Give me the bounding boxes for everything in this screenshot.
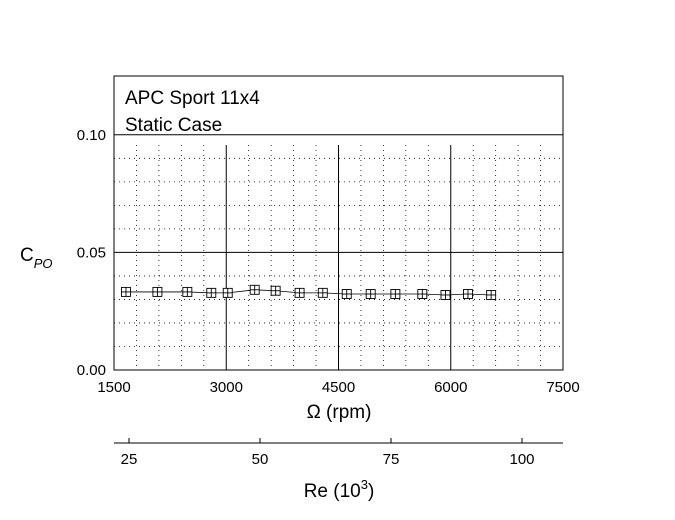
y-tick-label: 0.05 (77, 244, 106, 261)
x-tick-label: 1500 (97, 379, 130, 396)
data-point-marker (417, 289, 428, 299)
data-point-marker (249, 284, 260, 295)
data-point-marker (365, 289, 376, 299)
secondary-tick-label: 25 (121, 451, 138, 468)
chart-title-line-1: APC Sport 11x4 (125, 88, 260, 109)
data-point-marker (182, 286, 193, 297)
plot-frame (113, 75, 564, 371)
secondary-tick-label: 75 (383, 451, 400, 468)
data-point-marker (152, 286, 163, 297)
major-grid (114, 134, 563, 370)
secondary-tick-label: 100 (509, 451, 534, 468)
data-point-marker (206, 287, 217, 298)
secondary-tick-label: 50 (252, 451, 269, 468)
data-point-marker (341, 289, 352, 299)
x-tick-label: 7500 (546, 379, 579, 396)
data-series (121, 284, 497, 300)
y-axis-label: CPO (20, 245, 53, 271)
data-point-marker (121, 286, 131, 297)
data-point-marker (270, 285, 281, 296)
y-tick-label: 0.10 (77, 127, 106, 144)
data-point-marker (486, 290, 497, 300)
secondary-axis-label-sup: 3 (361, 477, 368, 492)
data-point-marker (317, 287, 328, 298)
series-line (125, 289, 492, 296)
data-point-marker (463, 289, 473, 299)
x-axis-label: Ω (rpm) (307, 402, 372, 423)
title-box: APC Sport 11x4 Static Case (125, 88, 260, 136)
secondary-axis-label: Re (103) (304, 477, 375, 502)
data-point-marker (222, 287, 233, 298)
y-axis-ticks: 0.00 0.05 0.10 (77, 127, 106, 379)
y-axis-label-sub: PO (34, 256, 53, 271)
x-tick-label: 4500 (322, 379, 355, 396)
data-point-marker (390, 289, 401, 299)
plot-border (113, 75, 564, 371)
x-axis-ticks: 1500 3000 4500 6000 7500 (97, 379, 579, 396)
data-point-marker (294, 287, 305, 298)
data-point-marker (440, 290, 451, 300)
secondary-axis-label-main: Re (10 (304, 481, 361, 502)
secondary-axis: 25 50 75 100 (114, 438, 563, 468)
secondary-axis-label-close: ) (368, 481, 374, 502)
y-tick-label: 0.00 (77, 362, 106, 379)
y-axis-label-main: C (20, 245, 34, 266)
chart-title-line-2: Static Case (125, 115, 222, 136)
x-tick-label: 3000 (210, 379, 243, 396)
x-tick-label: 6000 (434, 379, 467, 396)
